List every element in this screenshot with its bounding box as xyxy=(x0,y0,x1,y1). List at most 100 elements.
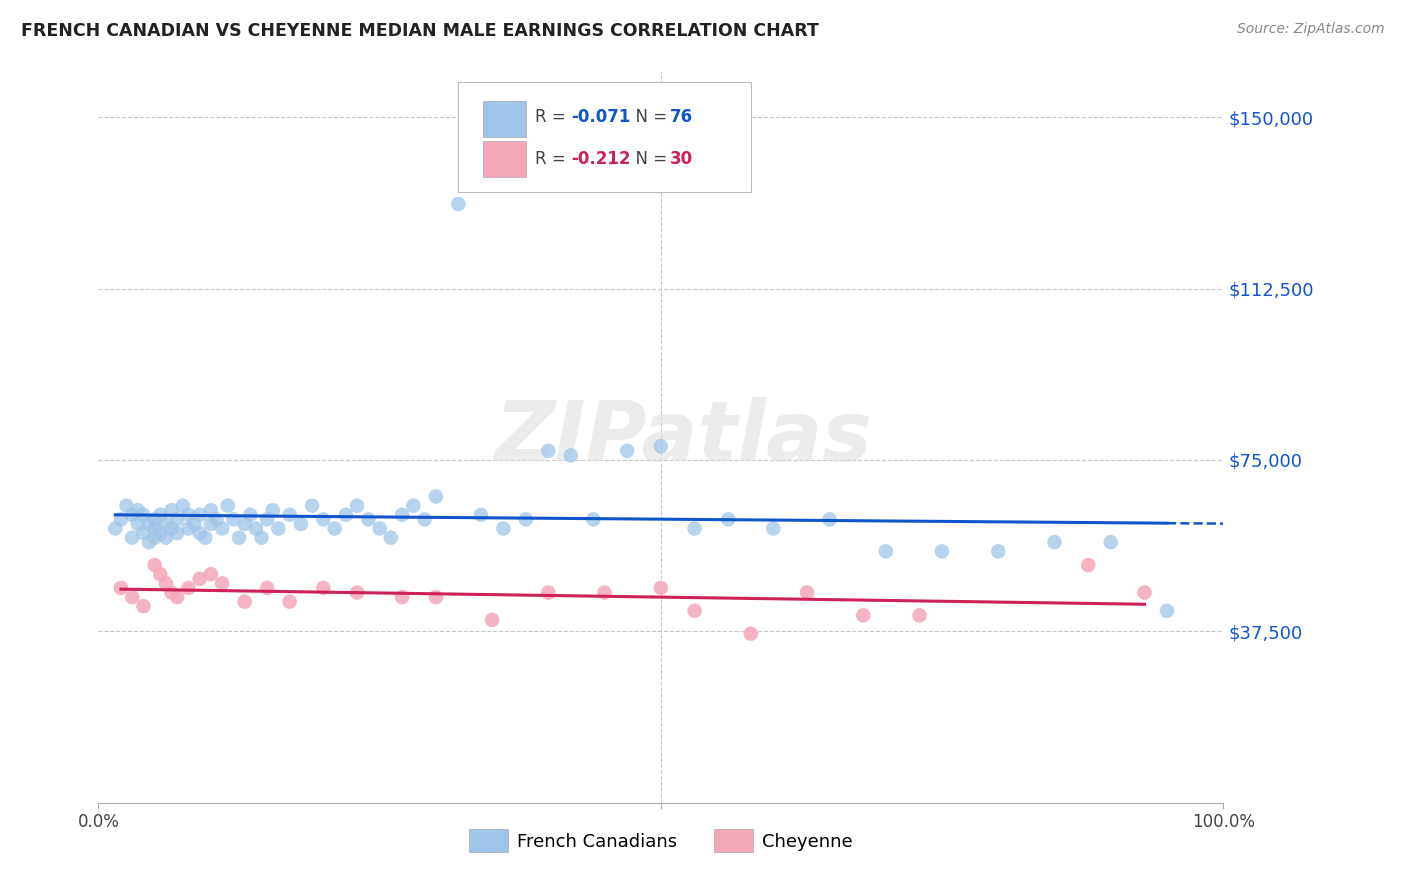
Point xyxy=(852,608,875,623)
Point xyxy=(987,544,1010,558)
Point xyxy=(290,516,312,531)
Point xyxy=(127,503,149,517)
Text: 76: 76 xyxy=(669,109,693,127)
Point xyxy=(796,585,818,599)
Point xyxy=(132,508,155,522)
Point xyxy=(143,558,166,573)
Point xyxy=(245,521,267,535)
Point xyxy=(132,526,155,541)
Point xyxy=(250,531,273,545)
Point xyxy=(166,512,188,526)
Point xyxy=(537,585,560,599)
Point xyxy=(188,572,211,586)
FancyBboxPatch shape xyxy=(458,82,751,192)
Point xyxy=(1043,535,1066,549)
Point xyxy=(143,521,166,535)
Text: N =: N = xyxy=(624,150,672,168)
Point xyxy=(380,531,402,545)
Point xyxy=(200,503,222,517)
Point xyxy=(683,521,706,535)
Point xyxy=(323,521,346,535)
Point xyxy=(149,567,172,582)
Point xyxy=(346,499,368,513)
Point xyxy=(515,512,537,526)
Text: Source: ZipAtlas.com: Source: ZipAtlas.com xyxy=(1237,22,1385,37)
Point xyxy=(875,544,897,558)
Point xyxy=(211,576,233,591)
Point xyxy=(194,531,217,545)
Point xyxy=(301,499,323,513)
Point xyxy=(650,581,672,595)
Point xyxy=(391,590,413,604)
Point xyxy=(762,521,785,535)
Point xyxy=(1156,604,1178,618)
Point xyxy=(1133,585,1156,599)
Point xyxy=(312,512,335,526)
Point xyxy=(346,585,368,599)
Point xyxy=(104,521,127,535)
Text: -0.212: -0.212 xyxy=(571,150,630,168)
Point xyxy=(155,531,177,545)
Point xyxy=(593,585,616,599)
Point xyxy=(177,581,200,595)
Point xyxy=(143,512,166,526)
Text: R =: R = xyxy=(534,150,571,168)
FancyBboxPatch shape xyxy=(484,141,526,178)
Point xyxy=(121,590,143,604)
Point xyxy=(177,508,200,522)
Point xyxy=(177,521,200,535)
Point xyxy=(402,499,425,513)
Point xyxy=(425,590,447,604)
Point xyxy=(166,590,188,604)
Point xyxy=(492,521,515,535)
Point xyxy=(740,626,762,640)
Point xyxy=(262,503,284,517)
Point xyxy=(205,512,228,526)
Point xyxy=(278,594,301,608)
Point xyxy=(312,581,335,595)
Point xyxy=(717,512,740,526)
Point xyxy=(172,499,194,513)
FancyBboxPatch shape xyxy=(484,101,526,137)
Text: R =: R = xyxy=(534,109,571,127)
Point xyxy=(425,490,447,504)
Point xyxy=(211,521,233,535)
Point xyxy=(183,516,205,531)
Point xyxy=(239,508,262,522)
Point xyxy=(560,448,582,462)
Point xyxy=(368,521,391,535)
Point xyxy=(683,604,706,618)
Point xyxy=(138,516,160,531)
Point xyxy=(616,443,638,458)
Point xyxy=(1099,535,1122,549)
Point xyxy=(160,585,183,599)
Point xyxy=(155,576,177,591)
Point xyxy=(132,599,155,614)
Point xyxy=(447,197,470,211)
Point xyxy=(217,499,239,513)
Point xyxy=(233,594,256,608)
Point xyxy=(200,516,222,531)
Text: N =: N = xyxy=(624,109,672,127)
Point xyxy=(155,516,177,531)
Point xyxy=(138,535,160,549)
Point xyxy=(228,531,250,545)
Point xyxy=(121,508,143,522)
Point xyxy=(121,531,143,545)
Point xyxy=(931,544,953,558)
Point xyxy=(188,526,211,541)
Point xyxy=(582,512,605,526)
Point xyxy=(222,512,245,526)
Text: ZIPatlas: ZIPatlas xyxy=(495,397,872,477)
Point xyxy=(160,521,183,535)
Text: -0.071: -0.071 xyxy=(571,109,630,127)
Point xyxy=(233,516,256,531)
Point xyxy=(481,613,503,627)
Point xyxy=(357,512,380,526)
Legend: French Canadians, Cheyenne: French Canadians, Cheyenne xyxy=(461,822,860,860)
Point xyxy=(143,531,166,545)
Point xyxy=(127,516,149,531)
Point xyxy=(413,512,436,526)
Point xyxy=(149,526,172,541)
Point xyxy=(267,521,290,535)
